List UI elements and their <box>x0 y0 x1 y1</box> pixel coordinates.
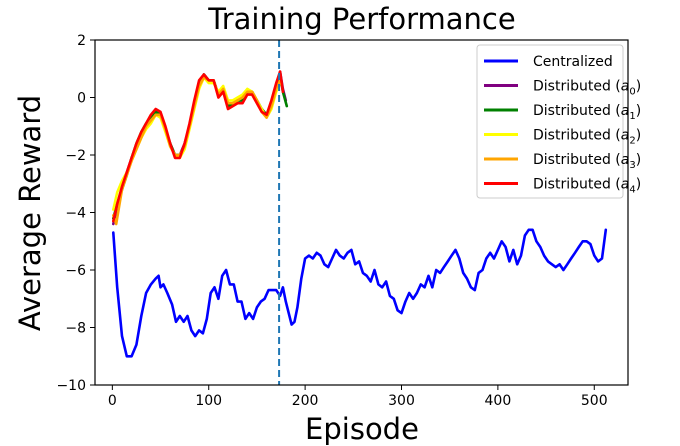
y-tick-label: −10 <box>56 378 86 394</box>
chart-title: Training Performance <box>207 2 515 36</box>
x-tick-label: 200 <box>292 393 319 409</box>
legend-label: Centralized <box>533 54 613 70</box>
series-line-1 <box>112 70 288 226</box>
y-tick-label: −8 <box>65 321 86 337</box>
y-tick-label: −4 <box>65 206 86 222</box>
x-tick-label: 100 <box>195 393 222 409</box>
x-tick-label: 0 <box>108 393 117 409</box>
y-tick-label: −2 <box>65 148 86 164</box>
series-line-0 <box>112 228 608 358</box>
legend-label: Distributed (a3) <box>533 152 641 171</box>
y-tick-label: 2 <box>77 33 86 49</box>
legend-label: Distributed (a0) <box>533 79 641 98</box>
series-line-5 <box>112 70 285 223</box>
x-tick-label: 400 <box>485 393 512 409</box>
x-tick-label: 500 <box>581 393 608 409</box>
legend: Centralized Distributed (a0) Distributed (… <box>476 44 641 199</box>
y-tick-label: −6 <box>65 263 86 279</box>
legend-label: Distributed (a4) <box>533 177 641 196</box>
y-tick-label: 0 <box>77 91 86 107</box>
x-tick-label: 300 <box>388 393 415 409</box>
legend-label: Distributed (a2) <box>533 128 641 147</box>
y-axis-label: Average Reward <box>13 95 47 331</box>
legend-label: Distributed (a1) <box>533 103 641 122</box>
plot-area <box>112 40 608 385</box>
series-line-2 <box>112 73 289 220</box>
x-axis-label: Episode <box>305 412 419 446</box>
